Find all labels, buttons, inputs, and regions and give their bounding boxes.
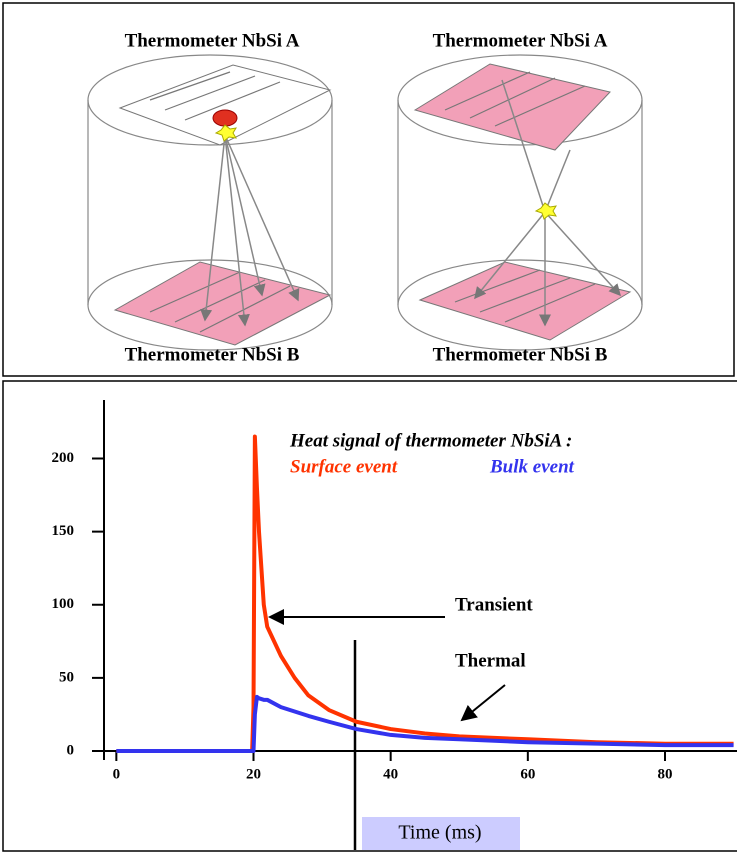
series-line	[116, 437, 733, 751]
figure: Thermometer NbSi A Thermometer NbSi A Th…	[0, 0, 737, 852]
plate	[115, 262, 330, 345]
arrow	[462, 685, 505, 720]
annotation: Thermal	[455, 650, 526, 671]
y-tick-label: 0	[67, 742, 75, 758]
x-tick-label: 80	[657, 766, 672, 782]
y-tick-label: 100	[52, 596, 75, 612]
x-tick-label: 40	[383, 766, 398, 782]
legend-entry: Surface event	[290, 456, 398, 477]
x-tick-label: 60	[520, 766, 535, 782]
series-line	[116, 697, 733, 751]
x-tick-label: 20	[246, 766, 261, 782]
event-dot	[213, 110, 237, 126]
label: Thermometer NbSi A	[125, 30, 300, 51]
diagram-panel	[3, 3, 734, 376]
page: {"diagram": {"labels": ["Thermometer NbS…	[0, 0, 737, 852]
chart-title: Heat signal of thermometer NbSiA :	[289, 430, 572, 451]
label: Thermometer NbSi B	[125, 344, 300, 365]
plate	[420, 262, 630, 340]
label: Thermometer NbSi A	[433, 30, 608, 51]
plate	[415, 64, 610, 150]
y-tick-label: 150	[52, 523, 75, 539]
label: Thermometer NbSi B	[433, 344, 608, 365]
spark	[536, 203, 556, 219]
annotation: Transient	[455, 594, 533, 615]
x-tick-label: 0	[113, 766, 121, 782]
y-tick-label: 50	[59, 669, 74, 685]
y-tick-label: 200	[52, 450, 75, 466]
legend-entry: Bulk event	[489, 456, 575, 477]
x-axis-label: Time (ms)	[398, 822, 481, 844]
